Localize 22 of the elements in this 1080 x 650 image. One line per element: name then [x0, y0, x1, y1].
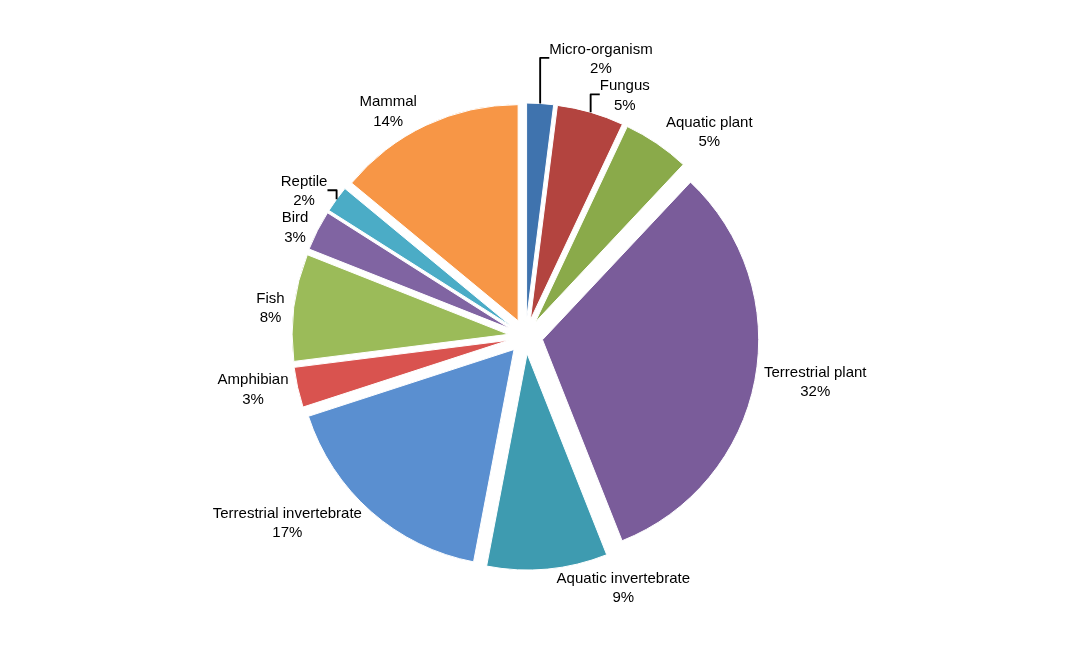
slice-label: Terrestrial invertebrate	[212, 503, 362, 521]
data-label: 14%	[373, 111, 404, 129]
slice-label: Reptile	[280, 171, 328, 189]
slice-label: Mammal	[359, 92, 417, 110]
data-label: 17%	[272, 523, 303, 541]
data-label: 5%	[613, 95, 636, 113]
data-label: 32%	[800, 382, 831, 400]
slice-label: Aquatic invertebrate	[556, 568, 691, 586]
slice-label: Terrestrial plant	[763, 362, 868, 380]
data-label: 2%	[590, 59, 612, 77]
data-label: 2%	[293, 191, 315, 209]
data-label: 3%	[284, 227, 306, 245]
slice-label: Amphibian	[217, 370, 289, 388]
data-label: 5%	[698, 132, 721, 150]
slice-label: Aquatic plant	[665, 112, 754, 130]
slice-label: Fish	[256, 288, 285, 306]
data-label: 8%	[259, 308, 282, 326]
slice-label: Fungus	[599, 76, 650, 94]
slice-label: Micro-organism	[549, 39, 653, 57]
data-label: 3%	[242, 389, 264, 407]
data-label: 9%	[612, 588, 635, 606]
slice-label: Bird	[281, 208, 309, 226]
